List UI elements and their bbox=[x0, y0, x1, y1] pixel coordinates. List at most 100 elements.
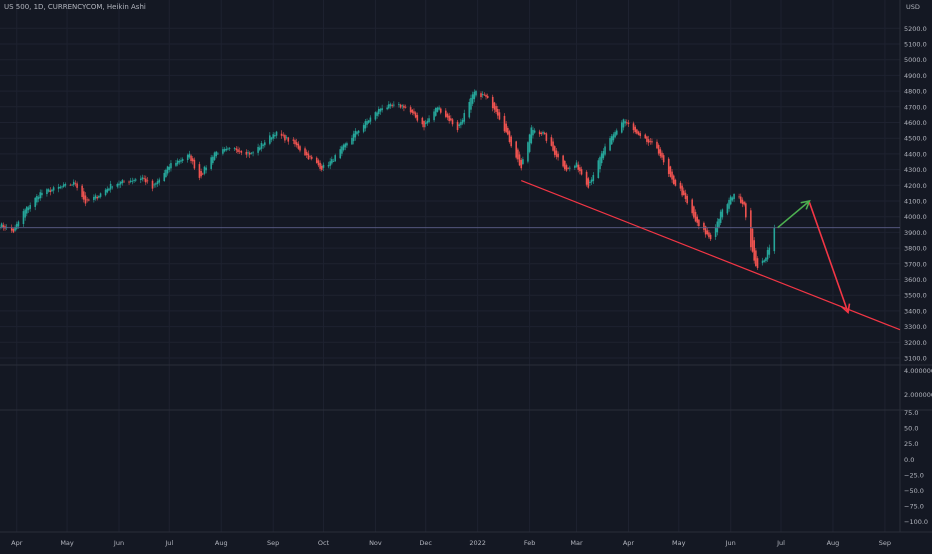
candle-body bbox=[247, 152, 249, 154]
candle-body bbox=[421, 117, 424, 125]
candle bbox=[604, 143, 606, 157]
candle bbox=[493, 101, 496, 113]
candle-body bbox=[480, 93, 482, 97]
candle-body bbox=[24, 209, 26, 218]
candle-body bbox=[12, 228, 15, 233]
candle bbox=[339, 146, 342, 160]
candle bbox=[74, 180, 77, 187]
time-tick-label: May bbox=[60, 539, 74, 547]
candle bbox=[564, 159, 566, 171]
candle-body bbox=[726, 204, 729, 214]
candle-body bbox=[96, 196, 99, 199]
candle bbox=[287, 136, 290, 145]
candle-body bbox=[212, 156, 214, 164]
candle bbox=[247, 150, 249, 157]
candle bbox=[703, 221, 705, 233]
candle bbox=[188, 150, 191, 159]
candle-body bbox=[99, 193, 102, 197]
candle bbox=[210, 154, 212, 171]
candle-body bbox=[315, 157, 318, 163]
candle bbox=[245, 149, 248, 158]
candle-body bbox=[377, 108, 380, 115]
candle-body bbox=[602, 151, 605, 159]
candle-body bbox=[498, 112, 501, 120]
candle bbox=[250, 152, 253, 155]
candle-body bbox=[319, 162, 321, 169]
price-tick-label: 4800.0 bbox=[904, 88, 927, 96]
candle-body bbox=[222, 149, 224, 154]
candle-body bbox=[158, 179, 161, 183]
candle-body bbox=[52, 187, 55, 191]
candle-body bbox=[354, 130, 357, 138]
candle bbox=[461, 118, 464, 126]
candle-body bbox=[708, 232, 710, 238]
candle bbox=[446, 112, 449, 121]
candle bbox=[307, 150, 310, 161]
candle bbox=[201, 172, 204, 176]
candle-body bbox=[217, 153, 219, 155]
candle-body bbox=[275, 131, 278, 136]
candle bbox=[123, 179, 125, 183]
candle bbox=[51, 188, 53, 193]
candle bbox=[496, 105, 499, 119]
candle bbox=[498, 109, 501, 121]
candle-body bbox=[434, 107, 437, 116]
candle-body bbox=[223, 149, 226, 152]
candle-body bbox=[235, 148, 238, 151]
candle-body bbox=[151, 180, 154, 189]
candle-body bbox=[424, 122, 427, 125]
candle-body bbox=[62, 184, 65, 187]
candle bbox=[322, 162, 325, 172]
price-tick-label: 4300.0 bbox=[904, 166, 927, 174]
candle bbox=[708, 229, 710, 239]
candle-body bbox=[649, 140, 652, 142]
candle-body bbox=[553, 146, 556, 155]
candle-body bbox=[682, 190, 685, 195]
candle-body bbox=[376, 112, 378, 116]
candle-body bbox=[451, 119, 454, 125]
candle bbox=[761, 257, 764, 266]
candle-body bbox=[34, 197, 36, 207]
candle bbox=[738, 193, 740, 200]
candle bbox=[257, 143, 259, 156]
candle bbox=[662, 153, 665, 166]
candle bbox=[156, 178, 159, 187]
time-tick-label: Apr bbox=[623, 539, 635, 547]
candle bbox=[550, 134, 553, 147]
candle-body bbox=[155, 183, 157, 185]
candle bbox=[515, 140, 518, 160]
candle bbox=[659, 147, 662, 159]
candle bbox=[366, 118, 368, 128]
candle bbox=[237, 146, 239, 155]
candle bbox=[637, 130, 640, 136]
candle bbox=[403, 104, 405, 112]
candle-body bbox=[258, 147, 261, 150]
candle-body bbox=[307, 153, 310, 160]
candle bbox=[649, 137, 652, 145]
time-tick-label: Mar bbox=[570, 539, 583, 547]
candle-body bbox=[622, 119, 625, 128]
candle-body bbox=[64, 183, 67, 186]
candle bbox=[414, 111, 417, 119]
candle bbox=[751, 228, 754, 253]
candle-body bbox=[309, 156, 311, 158]
candle bbox=[755, 248, 757, 267]
pane3-tick-label: 25.0 bbox=[904, 440, 918, 448]
candle-body bbox=[15, 223, 18, 229]
candle-body bbox=[188, 153, 191, 158]
candle bbox=[203, 165, 206, 176]
candle bbox=[456, 120, 459, 133]
candle-body bbox=[604, 146, 606, 155]
time-tick-label: May bbox=[672, 539, 686, 547]
candle-body bbox=[374, 112, 377, 120]
candle bbox=[175, 159, 177, 167]
candle-body bbox=[203, 166, 206, 174]
candle-body bbox=[745, 203, 747, 218]
candle-body bbox=[322, 164, 325, 168]
candle bbox=[706, 228, 709, 236]
price-tick-label: 5100.0 bbox=[904, 41, 927, 49]
candle bbox=[681, 183, 683, 198]
candle bbox=[133, 178, 135, 183]
candle-body bbox=[145, 178, 147, 183]
